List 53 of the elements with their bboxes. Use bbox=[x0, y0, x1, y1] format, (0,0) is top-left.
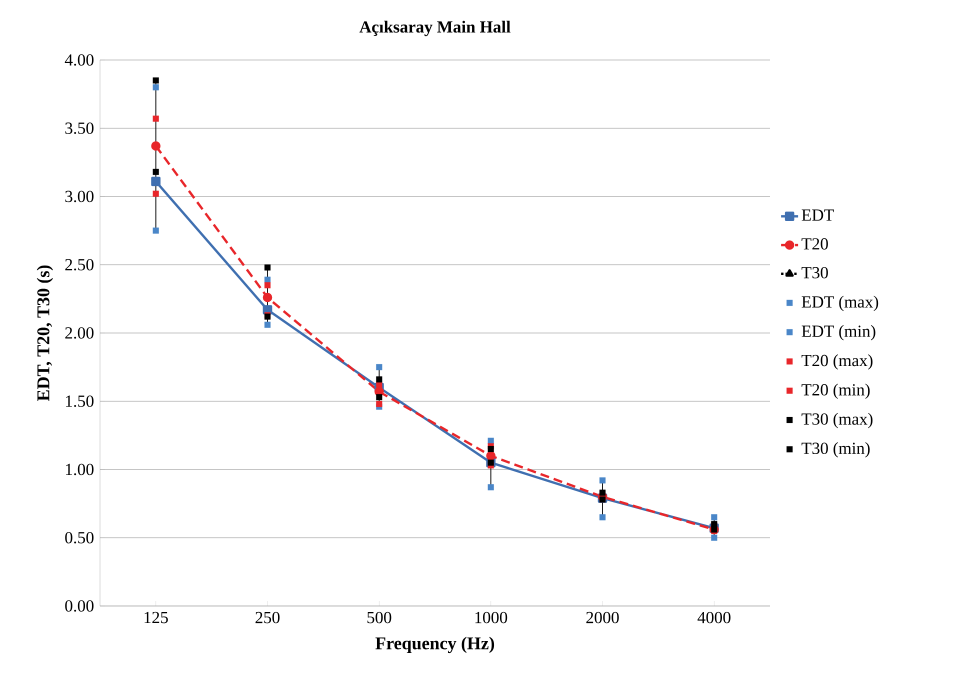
legend-label: T20 (max) bbox=[802, 354, 872, 370]
point bbox=[151, 141, 161, 151]
y-tick-label: 3.50 bbox=[65, 122, 94, 134]
x-tick-label: 4000 bbox=[698, 612, 730, 624]
x-tick-label: 250 bbox=[256, 612, 280, 624]
point bbox=[262, 292, 272, 302]
point bbox=[488, 438, 494, 444]
legend-label: EDT (min) bbox=[802, 325, 876, 340]
y-tick-label: 2.50 bbox=[65, 258, 94, 270]
point bbox=[486, 451, 496, 461]
point bbox=[376, 376, 382, 382]
y-tick-label: 2.00 bbox=[65, 327, 94, 339]
y-tick-label: 1.00 bbox=[66, 464, 94, 476]
legend-label: T20 bbox=[802, 238, 828, 250]
point bbox=[152, 77, 159, 84]
point bbox=[264, 322, 271, 328]
x-axis-title: Frequency (Hz) bbox=[375, 636, 494, 654]
point bbox=[376, 400, 382, 408]
y-tick-label: 0.00 bbox=[65, 600, 94, 612]
y-tick-label: 4.00 bbox=[64, 54, 94, 66]
y-tick-label: 3.00 bbox=[65, 190, 94, 202]
point bbox=[711, 534, 718, 541]
point bbox=[264, 264, 271, 271]
legend-label: EDT bbox=[802, 210, 834, 221]
point bbox=[488, 446, 494, 452]
point bbox=[711, 514, 718, 520]
x-tick-label: 1000 bbox=[475, 612, 508, 624]
point bbox=[152, 116, 159, 122]
legend-label: T20 (min) bbox=[802, 384, 870, 399]
legend-label: T30 (max) bbox=[802, 412, 872, 428]
point bbox=[599, 477, 606, 484]
y-axis-title: EDT, T20, T30 (s) bbox=[36, 265, 54, 402]
point bbox=[151, 176, 161, 186]
point bbox=[376, 382, 382, 388]
legend-label: EDT (max) bbox=[802, 296, 878, 312]
point bbox=[152, 168, 159, 175]
point bbox=[488, 484, 494, 490]
x-tick-label: 2000 bbox=[586, 612, 619, 624]
point bbox=[152, 84, 159, 90]
y-tick-label: 0.50 bbox=[65, 532, 94, 544]
point bbox=[152, 190, 159, 197]
point bbox=[264, 282, 271, 288]
point bbox=[376, 364, 382, 370]
point bbox=[376, 394, 382, 400]
x-tick-label: 125 bbox=[144, 612, 168, 624]
point bbox=[264, 276, 271, 283]
legend-label: T30 (min) bbox=[802, 442, 870, 458]
y-tick-label: 1.50 bbox=[66, 395, 94, 407]
point bbox=[152, 228, 159, 234]
x-tick-label: 500 bbox=[367, 612, 392, 624]
point bbox=[599, 514, 606, 520]
chart-title: Açıksaray Main Hall bbox=[359, 20, 510, 36]
legend-label: T30 bbox=[802, 266, 828, 278]
